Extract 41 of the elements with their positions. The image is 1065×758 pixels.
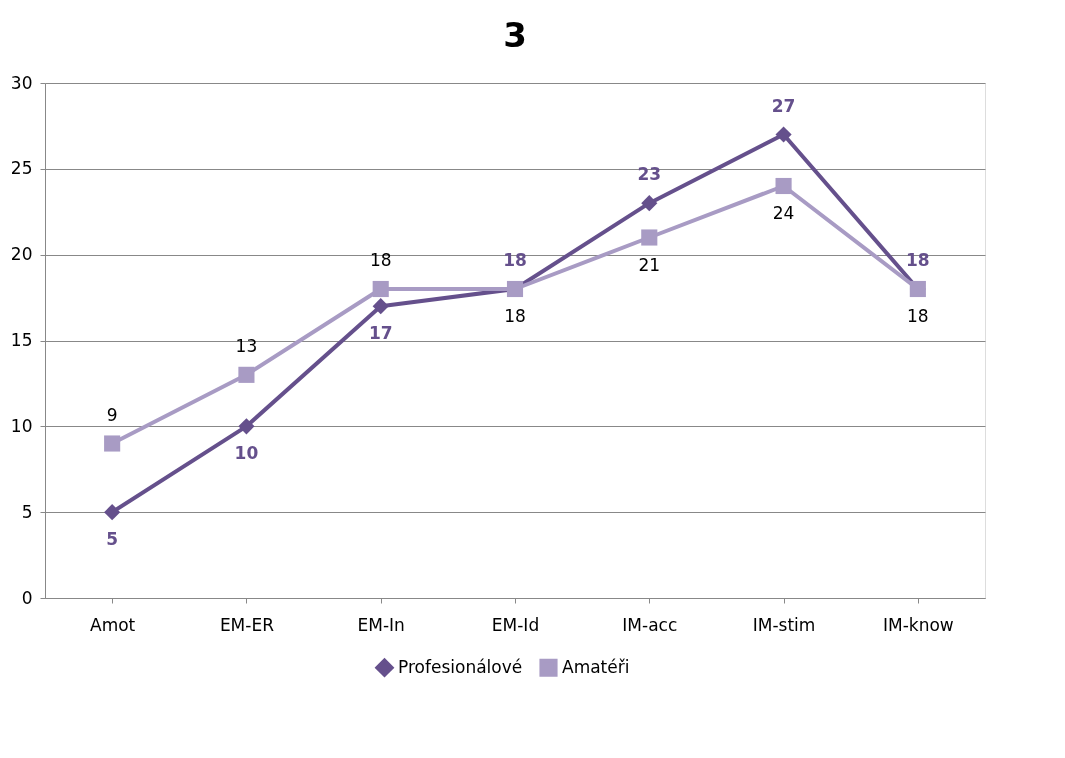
- point: [372, 280, 389, 298]
- x-tick-label: EM-ER: [219, 614, 275, 635]
- y-tick-label: 25: [10, 158, 33, 179]
- point: [775, 177, 792, 195]
- legend-label: Profesionálové: [398, 656, 523, 677]
- data-label: 18: [504, 306, 526, 326]
- point: [372, 298, 389, 315]
- y-tick-label: 10: [10, 415, 33, 436]
- point: [238, 418, 255, 435]
- point: [641, 195, 658, 212]
- point: [775, 126, 792, 143]
- data-label: 18: [906, 250, 930, 270]
- point: [238, 366, 255, 383]
- data-label: 18: [503, 250, 527, 270]
- legend-label: Amatéři: [562, 656, 630, 677]
- x-tick-label: Amot: [90, 614, 136, 635]
- data-label: 5: [106, 529, 119, 550]
- data-label: 17: [368, 323, 393, 344]
- data-label: 21: [638, 254, 661, 275]
- data-label: 13: [235, 335, 258, 356]
- point: [104, 504, 121, 521]
- y-tick-label: 0: [21, 587, 33, 608]
- data-label: 9: [106, 404, 118, 425]
- data-label: 18: [907, 306, 929, 326]
- y-tick-label: 30: [10, 72, 33, 93]
- x-tick-label: EM-In: [357, 614, 405, 635]
- data-label: 18: [369, 250, 392, 270]
- y-tick-label: 15: [10, 330, 33, 350]
- x-tick-label: IM-know: [882, 614, 954, 635]
- chart-title: 3: [503, 15, 527, 55]
- y-tick-label: 20: [10, 244, 33, 265]
- point: [104, 435, 121, 452]
- x-tick-label: IM-acc: [622, 614, 678, 635]
- point: [641, 229, 658, 246]
- x-tick-label: EM-Id: [491, 614, 540, 635]
- data-label: 23: [637, 164, 662, 185]
- data-label: 24: [772, 203, 795, 223]
- data-label: 27: [771, 95, 796, 116]
- y-tick-label: 5: [21, 501, 33, 522]
- data-label: 10: [234, 443, 259, 464]
- x-tick-label: IM-stim: [752, 614, 816, 635]
